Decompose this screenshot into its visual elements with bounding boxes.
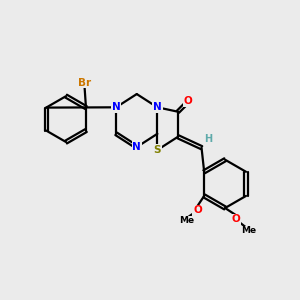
Text: S: S	[154, 145, 161, 155]
Text: Me: Me	[179, 216, 194, 225]
Text: N: N	[132, 142, 141, 152]
Text: O: O	[184, 96, 193, 106]
Text: H: H	[204, 134, 212, 144]
Text: N: N	[153, 102, 162, 112]
Text: Me: Me	[241, 226, 256, 235]
Text: Br: Br	[78, 78, 91, 88]
Text: O: O	[232, 214, 241, 224]
Text: O: O	[193, 206, 202, 215]
Text: N: N	[112, 102, 121, 112]
